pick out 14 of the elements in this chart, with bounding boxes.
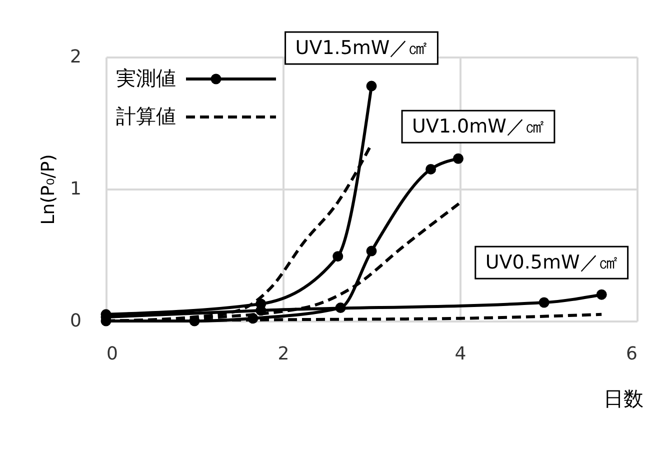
x-axis-title: 日数 <box>604 386 644 410</box>
y-tick-label: 0 <box>70 310 82 332</box>
y-axis-title: Ln(P₀/P) <box>38 154 60 225</box>
annotation: UV1.0mW／㎠ <box>412 116 544 138</box>
legend-label: 実測値 <box>116 66 176 90</box>
y-tick-label: 1 <box>70 178 82 200</box>
x-tick-label: 2 <box>278 344 290 364</box>
x-tick-label: 0 <box>106 344 118 364</box>
y-tick-label: 2 <box>70 46 82 68</box>
legend-label: 計算値 <box>116 104 176 128</box>
annotation: UV0.5mW／㎠ <box>485 252 618 274</box>
annotation: UV1.5mW／㎠ <box>295 37 428 60</box>
x-tick-label: 6 <box>626 344 638 364</box>
x-tick-label: 4 <box>454 344 466 364</box>
